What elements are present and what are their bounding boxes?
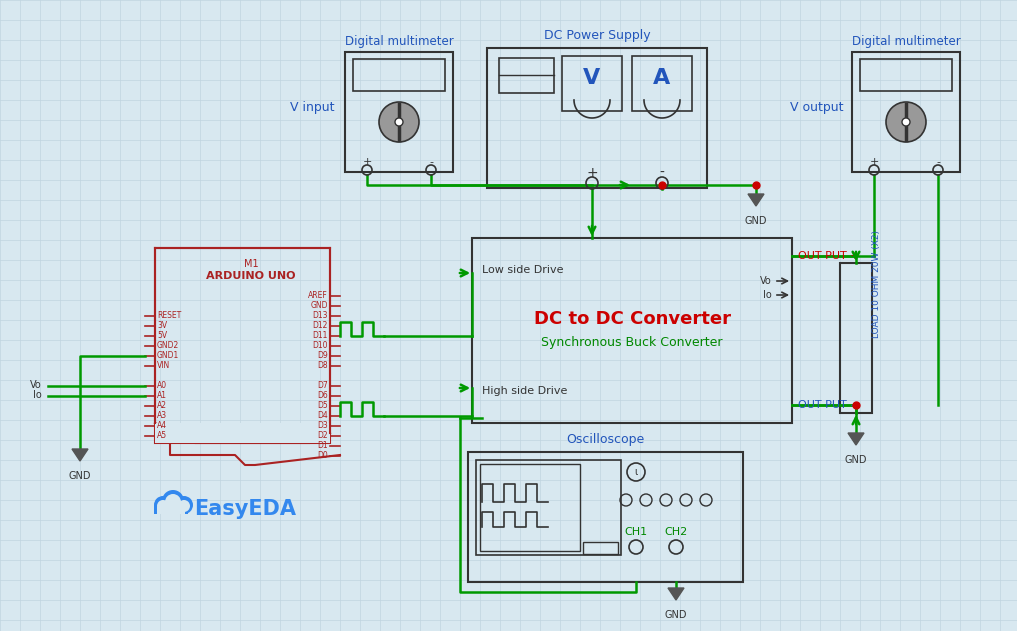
Text: V: V xyxy=(584,68,601,88)
Text: V output: V output xyxy=(790,100,844,114)
Bar xyxy=(155,248,330,443)
Circle shape xyxy=(886,102,926,142)
Text: GND: GND xyxy=(69,471,92,481)
Text: GND: GND xyxy=(665,610,687,620)
Text: A4: A4 xyxy=(157,422,167,430)
Text: -: - xyxy=(936,157,940,167)
Text: OUT PUT -: OUT PUT - xyxy=(798,400,854,410)
Text: GND: GND xyxy=(845,455,868,465)
Text: Io: Io xyxy=(763,290,772,300)
Text: D12: D12 xyxy=(312,322,328,331)
Circle shape xyxy=(157,500,169,512)
Text: DC Power Supply: DC Power Supply xyxy=(544,30,650,42)
Circle shape xyxy=(162,490,184,512)
Text: D11: D11 xyxy=(312,331,328,341)
Text: D3: D3 xyxy=(317,422,328,430)
Text: -: - xyxy=(660,166,664,180)
Text: A0: A0 xyxy=(157,382,167,391)
Circle shape xyxy=(395,118,403,126)
Text: +: + xyxy=(870,157,879,167)
Circle shape xyxy=(902,118,910,126)
Bar xyxy=(562,56,622,111)
Text: OUT PUT +: OUT PUT + xyxy=(798,251,859,261)
Text: A: A xyxy=(653,68,670,88)
Text: Vo: Vo xyxy=(761,276,772,286)
Bar xyxy=(468,452,743,582)
Text: A1: A1 xyxy=(157,391,167,401)
Bar xyxy=(345,52,453,172)
Circle shape xyxy=(379,102,419,142)
Bar xyxy=(157,507,185,514)
Bar xyxy=(852,52,960,172)
Text: Oscilloscope: Oscilloscope xyxy=(566,433,645,447)
Polygon shape xyxy=(668,588,684,600)
Text: D0: D0 xyxy=(317,452,328,461)
Text: GND1: GND1 xyxy=(157,351,179,360)
Bar xyxy=(632,56,692,111)
Text: High side Drive: High side Drive xyxy=(482,386,567,396)
Bar xyxy=(860,59,952,91)
Text: M1: M1 xyxy=(244,259,258,269)
Text: D1: D1 xyxy=(317,442,328,451)
Text: LOAD 10 OHM 20W (X2): LOAD 10 OHM 20W (X2) xyxy=(872,230,881,338)
Text: D8: D8 xyxy=(317,362,328,370)
Text: D5: D5 xyxy=(317,401,328,411)
Text: GND: GND xyxy=(744,216,767,226)
Text: A5: A5 xyxy=(157,432,167,440)
Text: GND2: GND2 xyxy=(157,341,179,350)
Text: AREF: AREF xyxy=(308,292,328,300)
Polygon shape xyxy=(747,194,764,206)
Text: -: - xyxy=(429,157,433,167)
Text: D2: D2 xyxy=(317,432,328,440)
Bar xyxy=(155,423,330,443)
Text: D6: D6 xyxy=(317,391,328,401)
Text: ARDUINO UNO: ARDUINO UNO xyxy=(206,271,296,281)
Circle shape xyxy=(165,494,181,510)
Text: A2: A2 xyxy=(157,401,167,411)
Text: +: + xyxy=(586,166,598,180)
Text: D4: D4 xyxy=(317,411,328,420)
Bar xyxy=(840,263,872,413)
Text: D9: D9 xyxy=(317,351,328,360)
Bar xyxy=(472,238,792,423)
Bar xyxy=(583,542,618,554)
Text: A3: A3 xyxy=(157,411,167,420)
Text: Digital multimeter: Digital multimeter xyxy=(345,35,454,49)
Bar xyxy=(353,59,445,91)
Text: +: + xyxy=(362,157,371,167)
Text: CH2: CH2 xyxy=(664,527,687,537)
Text: D10: D10 xyxy=(312,341,328,350)
Bar xyxy=(476,460,621,555)
Polygon shape xyxy=(72,449,88,461)
Text: EasyEDA: EasyEDA xyxy=(194,499,296,519)
Text: CH1: CH1 xyxy=(624,527,648,537)
Text: Low side Drive: Low side Drive xyxy=(482,265,563,275)
Polygon shape xyxy=(848,433,864,445)
Circle shape xyxy=(178,500,190,512)
Bar xyxy=(499,58,554,93)
Text: DC to DC Converter: DC to DC Converter xyxy=(534,309,730,327)
Text: 3V: 3V xyxy=(157,322,167,331)
Text: V input: V input xyxy=(291,100,335,114)
Circle shape xyxy=(154,496,172,514)
Bar xyxy=(480,464,580,551)
Text: Synchronous Buck Converter: Synchronous Buck Converter xyxy=(541,336,723,349)
Text: Vo: Vo xyxy=(31,380,42,390)
Text: GND: GND xyxy=(310,302,328,310)
Bar xyxy=(154,505,188,514)
Text: Io: Io xyxy=(34,390,42,400)
Text: Digital multimeter: Digital multimeter xyxy=(851,35,960,49)
Text: ι: ι xyxy=(635,467,638,477)
Text: RESET: RESET xyxy=(157,312,181,321)
Text: 5V: 5V xyxy=(157,331,167,341)
Text: VIN: VIN xyxy=(157,362,170,370)
Circle shape xyxy=(175,496,193,514)
Text: D13: D13 xyxy=(312,312,328,321)
Bar xyxy=(487,48,707,188)
Text: D7: D7 xyxy=(317,382,328,391)
